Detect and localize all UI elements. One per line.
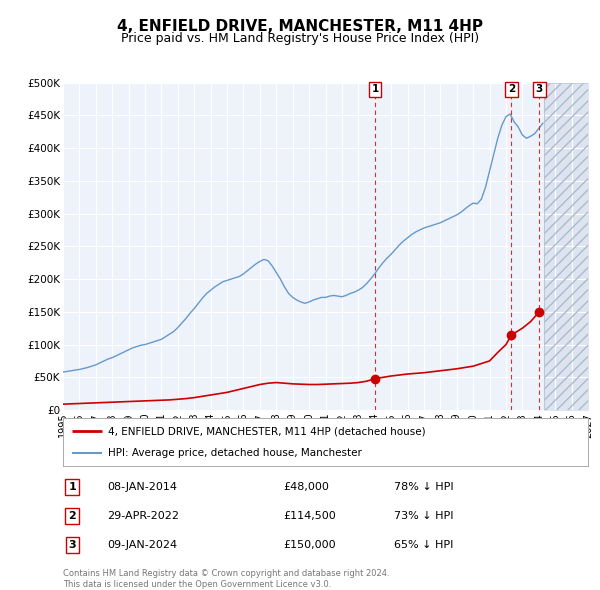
Text: 29-APR-2022: 29-APR-2022	[107, 511, 179, 521]
Text: 4, ENFIELD DRIVE, MANCHESTER, M11 4HP (detached house): 4, ENFIELD DRIVE, MANCHESTER, M11 4HP (d…	[107, 426, 425, 436]
Text: £48,000: £48,000	[284, 481, 329, 491]
Text: 3: 3	[536, 84, 543, 94]
Text: 1: 1	[371, 84, 379, 94]
Text: 2: 2	[508, 84, 515, 94]
Text: Price paid vs. HM Land Registry's House Price Index (HPI): Price paid vs. HM Land Registry's House …	[121, 32, 479, 45]
Text: Contains HM Land Registry data © Crown copyright and database right 2024.
This d: Contains HM Land Registry data © Crown c…	[63, 569, 389, 589]
Text: 4, ENFIELD DRIVE, MANCHESTER, M11 4HP: 4, ENFIELD DRIVE, MANCHESTER, M11 4HP	[117, 19, 483, 34]
Text: 09-JAN-2024: 09-JAN-2024	[107, 540, 178, 550]
Text: £150,000: £150,000	[284, 540, 336, 550]
Text: 3: 3	[68, 540, 76, 550]
Text: 65% ↓ HPI: 65% ↓ HPI	[394, 540, 453, 550]
Text: 1: 1	[68, 481, 76, 491]
Text: 73% ↓ HPI: 73% ↓ HPI	[394, 511, 453, 521]
Bar	[544, 83, 588, 410]
Text: HPI: Average price, detached house, Manchester: HPI: Average price, detached house, Manc…	[107, 448, 361, 458]
Text: 2: 2	[68, 511, 76, 521]
Text: 78% ↓ HPI: 78% ↓ HPI	[394, 481, 454, 491]
Text: 08-JAN-2014: 08-JAN-2014	[107, 481, 178, 491]
Text: £114,500: £114,500	[284, 511, 336, 521]
